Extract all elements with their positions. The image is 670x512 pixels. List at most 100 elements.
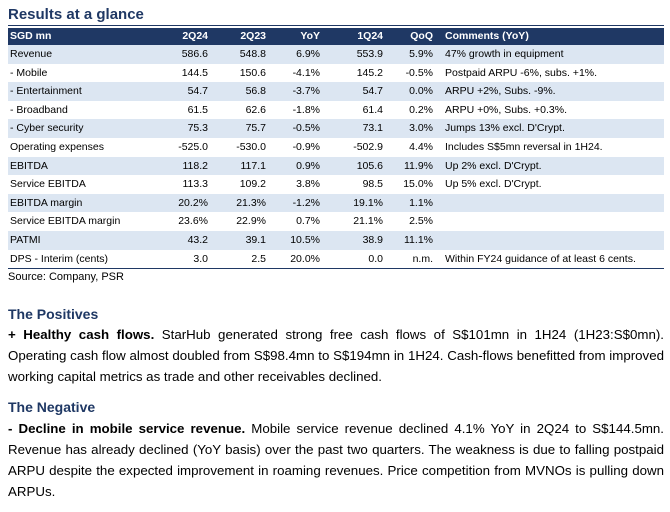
value-cell: 10.5%	[266, 230, 320, 250]
value-cell: 11.1%	[383, 230, 433, 250]
comment-cell: Includes S$5mn reversal in 1H24.	[445, 140, 603, 153]
value-cell: 113.3	[182, 178, 209, 191]
value-cell: 73.1	[320, 119, 383, 138]
row-label: - Entertainment	[8, 82, 158, 101]
value-cell: -3.7%	[266, 82, 320, 101]
value-cell: 0.7%	[296, 215, 320, 228]
header-cell: 1Q24	[320, 28, 383, 45]
value-cell: 144.5	[181, 66, 208, 79]
value-cell: 553.9	[320, 45, 383, 64]
table-row: Revenue 586.6 548.8 6.9% 553.9 5.9% 47% growth…	[8, 45, 664, 64]
positives-lead: + Healthy cash flows.	[8, 327, 155, 342]
value-cell: 4.4%	[409, 140, 433, 153]
table-body: Revenue 586.6 548.8 6.9% 553.9 5.9% 47% growth…	[8, 45, 664, 270]
value-cell: 75.3	[158, 119, 208, 138]
value-cell: 118.2	[158, 156, 208, 176]
table-row: - Cyber security 75.3 75.7 -0.5% 73.1 3.0% Jum…	[8, 119, 664, 138]
table-row: - Entertainment 54.7 56.8 -3.7% 54.7 0.0% ARPU…	[8, 82, 664, 101]
value-cell: 586.6	[158, 45, 208, 64]
value-cell: 54.7	[158, 82, 208, 101]
source-note: Source: Company, PSR	[8, 271, 124, 283]
value-cell: 11.9%	[383, 156, 433, 176]
value-cell: 38.9	[320, 230, 383, 250]
header-cell: Comments (YoY)	[433, 28, 664, 45]
value-cell: -502.9	[353, 140, 383, 153]
table-row: EBITDA margin 20.2% 21.3% -1.2% 19.1% 1.1%	[8, 193, 664, 213]
comment-cell	[433, 230, 664, 250]
header-cell: YoY	[266, 28, 320, 45]
table-row: Service EBITDA margin 23.6% 22.9% 0.7% 21.1%…	[8, 212, 664, 231]
positives-body: StarHub generated strong free cash flows…	[8, 327, 664, 384]
comment-cell: Up 5% excl. D'Crypt.	[445, 178, 542, 191]
value-cell: 39.1	[208, 230, 266, 250]
comment-cell: Up 2% excl. D'Crypt.	[433, 156, 664, 176]
value-cell: 0.2%	[409, 103, 433, 116]
value-cell: -0.5%	[405, 66, 433, 79]
row-label: EBITDA margin	[8, 193, 158, 213]
value-cell: 6.9%	[266, 45, 320, 64]
value-cell: 2.5%	[409, 215, 433, 228]
negative-heading: The Negative	[8, 399, 96, 415]
value-cell: 145.2	[356, 66, 383, 79]
value-cell: 75.7	[208, 119, 266, 138]
value-cell: 105.6	[320, 156, 383, 176]
negative-paragraph: - Decline in mobile service revenue. Mob…	[8, 418, 664, 502]
value-cell: -530.0	[236, 140, 266, 153]
value-cell: -1.8%	[292, 103, 320, 116]
value-cell: 23.6%	[178, 215, 208, 228]
value-cell: 19.1%	[320, 193, 383, 213]
negative-lead: - Decline in mobile service revenue.	[8, 421, 246, 436]
comment-cell: ARPU +0%, Subs. +0.3%.	[445, 103, 567, 116]
table-row: - Mobile 144.5 150.6 -4.1% 145.2 -0.5% Postpai…	[8, 64, 664, 83]
header-cell: QoQ	[383, 28, 433, 45]
comment-cell: Within FY24 guidance of at least 6 cents…	[433, 249, 664, 270]
header-cell: 2Q24	[158, 28, 208, 45]
row-label: Operating expenses	[10, 140, 104, 153]
table-row: Operating expenses -525.0 -530.0 -0.9% -502.…	[8, 138, 664, 157]
value-cell: 1.1%	[383, 193, 433, 213]
comment-cell: ARPU +2%, Subs. -9%.	[433, 82, 664, 101]
value-cell: 117.1	[208, 156, 266, 176]
value-cell: 21.1%	[353, 215, 383, 228]
value-cell: 56.8	[208, 82, 266, 101]
value-cell: 0.9%	[266, 156, 320, 176]
value-cell: 2.5	[208, 249, 266, 270]
value-cell: 5.9%	[383, 45, 433, 64]
value-cell: 150.6	[239, 66, 266, 79]
row-label: Service EBITDA margin	[10, 215, 121, 228]
value-cell: 98.5	[362, 178, 383, 191]
row-label: DPS - Interim (cents)	[8, 249, 158, 270]
value-cell: 61.4	[362, 103, 383, 116]
comment-cell: Postpaid ARPU -6%, subs. +1%.	[445, 66, 598, 79]
negative-body: Mobile service revenue declined 4.1% YoY…	[8, 421, 665, 499]
value-cell: 20.0%	[266, 249, 320, 270]
table-row: - Broadband 61.5 62.6 -1.8% 61.4 0.2% ARPU +0%…	[8, 101, 664, 120]
positives-paragraph: + Healthy cash flows. StarHub generated …	[8, 324, 664, 387]
comment-cell: 47% growth in equipment	[433, 45, 664, 64]
value-cell: 15.0%	[403, 178, 433, 191]
positives-heading: The Positives	[8, 306, 99, 322]
header-cell: SGD mn	[8, 28, 158, 45]
row-label: EBITDA	[8, 156, 158, 176]
value-cell: 20.2%	[158, 193, 208, 213]
table-row: DPS - Interim (cents) 3.0 2.5 20.0% 0.0 n.m. W…	[8, 249, 664, 270]
table-row: Service EBITDA 113.3 109.2 3.8% 98.5 15.0% Up …	[8, 175, 664, 194]
comment-cell	[433, 193, 664, 213]
value-cell: 3.8%	[296, 178, 320, 191]
value-cell: 0.0	[320, 249, 383, 270]
row-label: Service EBITDA	[10, 178, 86, 191]
row-label: Revenue	[8, 45, 158, 64]
title-rule	[8, 25, 664, 26]
value-cell: 43.2	[158, 230, 208, 250]
value-cell: -0.9%	[292, 140, 320, 153]
results-title: Results at a glance	[8, 6, 144, 23]
table-header-row: SGD mn 2Q24 2Q23 YoY 1Q24 QoQ Comments (…	[8, 28, 664, 45]
comment-cell	[433, 212, 664, 231]
value-cell: 22.9%	[236, 215, 266, 228]
value-cell: -1.2%	[266, 193, 320, 213]
value-cell: 62.6	[245, 103, 266, 116]
results-table: SGD mn 2Q24 2Q23 YoY 1Q24 QoQ Comments (…	[8, 28, 664, 270]
value-cell: 109.2	[239, 178, 266, 191]
value-cell: 3.0%	[383, 119, 433, 138]
table-row: PATMI 43.2 39.1 10.5% 38.9 11.1%	[8, 230, 664, 250]
